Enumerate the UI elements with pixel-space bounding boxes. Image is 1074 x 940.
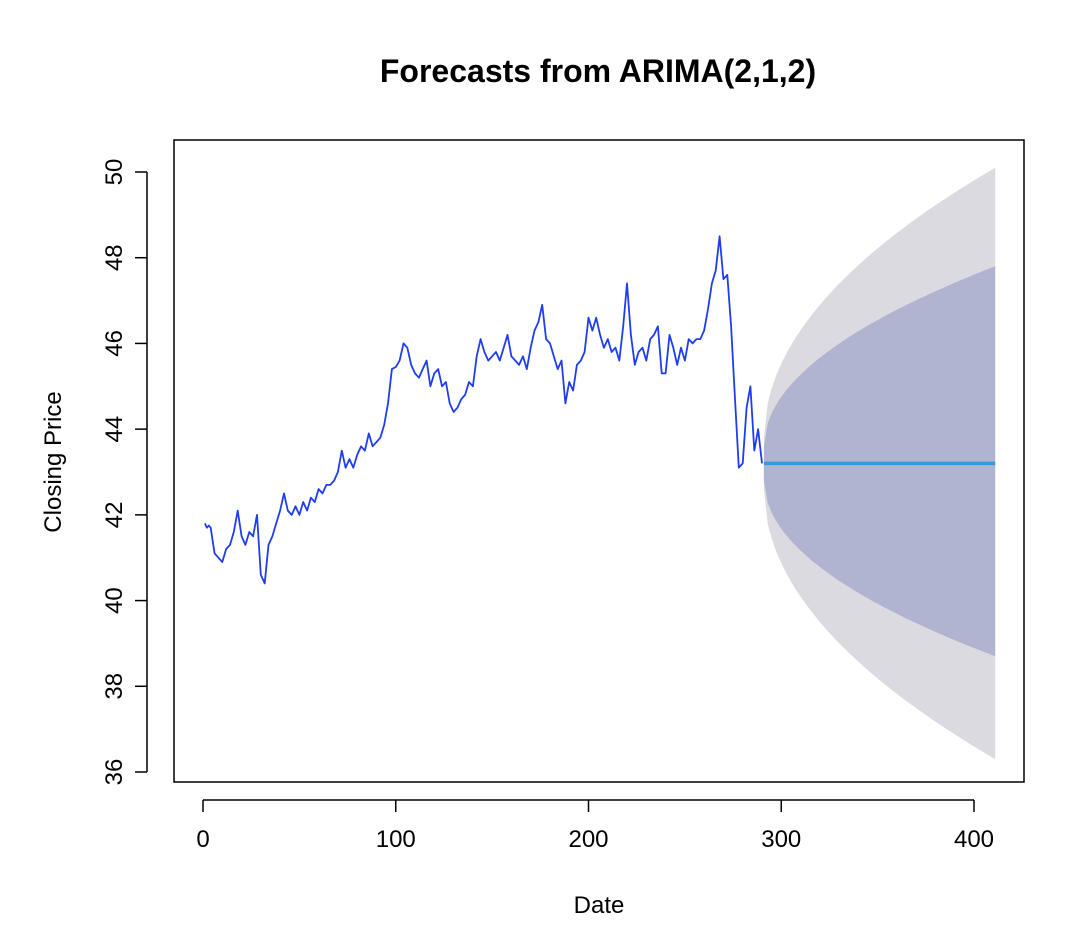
- chart-title: Forecasts from ARIMA(2,1,2): [380, 53, 816, 89]
- band-80-area: [763, 266, 996, 657]
- x-axis: 0 100 200 300 400: [196, 799, 994, 853]
- x-tick-label: 0: [196, 826, 209, 853]
- y-tick-label: 50: [101, 159, 128, 186]
- y-axis-label: Closing Price: [40, 391, 67, 532]
- y-tick-label: 42: [101, 502, 128, 529]
- y-tick-label: 46: [101, 330, 128, 357]
- y-tick-label: 38: [101, 673, 128, 700]
- x-axis-label: Date: [574, 892, 625, 919]
- y-tick-label: 48: [101, 244, 128, 271]
- y-axis: 36 38 40 42 44 46 48 50: [101, 159, 148, 786]
- y-tick-label: 36: [101, 759, 128, 786]
- plot-border: [173, 139, 1025, 783]
- x-tick-label: 200: [568, 826, 608, 853]
- y-tick-label: 44: [101, 416, 128, 443]
- observed-series-line: [204, 235, 763, 585]
- y-tick-label: 40: [101, 587, 128, 614]
- x-tick-label: 400: [954, 826, 994, 853]
- x-tick-label: 300: [761, 826, 801, 853]
- x-tick-label: 100: [376, 826, 416, 853]
